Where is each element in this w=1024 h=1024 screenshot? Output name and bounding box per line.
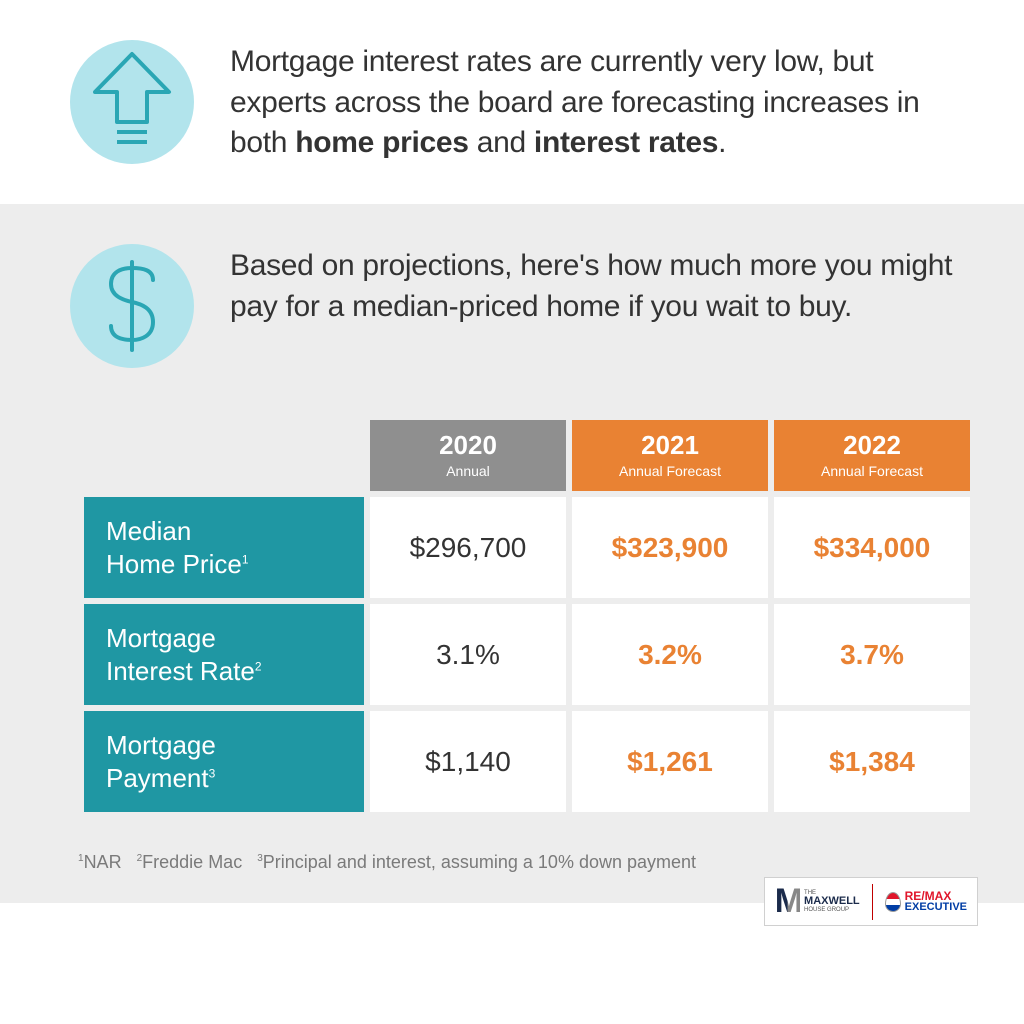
brand-logos: M THE MAXWELL HOUSE GROUP RE/MAX EXECUTI…	[764, 877, 978, 926]
logo-divider	[872, 884, 873, 920]
intro-text-1: Mortgage interest rates are currently ve…	[230, 40, 964, 164]
remax-executive: EXECUTIVE	[905, 902, 967, 913]
projection-table: 2020Annual2021Annual Forecast2022Annual …	[70, 414, 964, 818]
table-cell: $1,140	[370, 711, 566, 812]
table-row: MortgagePayment3$1,140$1,261$1,384	[84, 711, 970, 812]
row-label: MortgagePayment3	[84, 711, 364, 812]
maxwell-logo: M THE MAXWELL HOUSE GROUP	[775, 882, 860, 921]
intro1-mid: and	[469, 126, 534, 159]
maxwell-sub: HOUSE GROUP	[804, 907, 860, 913]
intro1-bold1: home prices	[295, 126, 468, 159]
table-cell: $1,384	[774, 711, 970, 812]
table-header-2020: 2020Annual	[370, 420, 566, 491]
fn2: Freddie Mac	[142, 852, 242, 872]
table-cell: $334,000	[774, 497, 970, 598]
intro-text-2: Based on projections, here's how much mo…	[230, 244, 964, 327]
intro1-post: .	[718, 126, 726, 159]
section2-header: Based on projections, here's how much mo…	[70, 244, 964, 368]
fn1: NAR	[84, 852, 122, 872]
row-label: MortgageInterest Rate2	[84, 604, 364, 705]
table-header-2021: 2021Annual Forecast	[572, 420, 768, 491]
table-cell: $1,261	[572, 711, 768, 812]
intro1-bold2: interest rates	[534, 126, 718, 159]
dollar-icon	[70, 244, 194, 368]
section-intro-2: Based on projections, here's how much mo…	[0, 204, 1024, 903]
remax-logo: RE/MAX EXECUTIVE	[885, 890, 967, 913]
section-intro-1: Mortgage interest rates are currently ve…	[0, 0, 1024, 204]
footnotes: 1NAR 2Freddie Mac 3Principal and interes…	[70, 852, 964, 873]
remax-balloon-icon	[885, 892, 901, 912]
arrow-up-icon	[70, 40, 194, 164]
table-cell: $323,900	[572, 497, 768, 598]
table-header-2022: 2022Annual Forecast	[774, 420, 970, 491]
table-row: MortgageInterest Rate23.1%3.2%3.7%	[84, 604, 970, 705]
maxwell-main: MAXWELL	[804, 895, 860, 907]
table-cell: 3.1%	[370, 604, 566, 705]
fn3: Principal and interest, assuming a 10% d…	[263, 852, 696, 872]
table-row: MedianHome Price1$296,700$323,900$334,00…	[84, 497, 970, 598]
table-cell: 3.2%	[572, 604, 768, 705]
table-header-blank	[84, 420, 364, 491]
maxwell-m-icon: M	[775, 882, 800, 921]
row-label: MedianHome Price1	[84, 497, 364, 598]
table-cell: 3.7%	[774, 604, 970, 705]
infographic-page: Mortgage interest rates are currently ve…	[0, 0, 1024, 1024]
table-cell: $296,700	[370, 497, 566, 598]
